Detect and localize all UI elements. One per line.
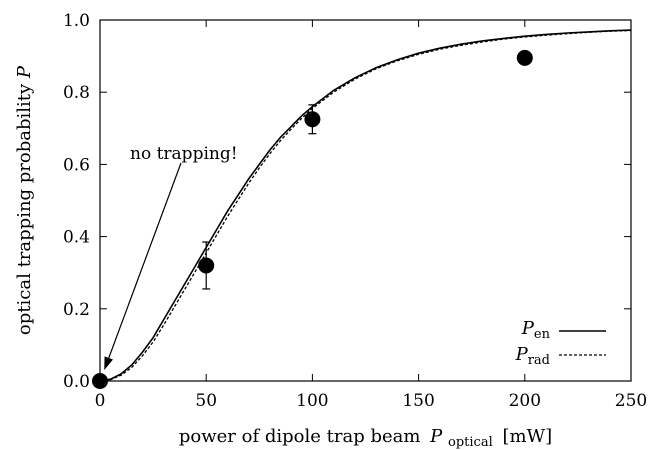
y-tick-label-3: 0.6 xyxy=(63,155,90,175)
legend: Pen Prad xyxy=(515,318,606,368)
ticks-layer: 0 50 100 150 200 250 0.0 0.2 0.4 0.6 0.8 1.0 xyxy=(63,11,647,411)
x-tick-label-4: 200 xyxy=(509,391,541,411)
y-tick-label-2: 0.4 xyxy=(63,228,90,248)
x-tick-label-2: 100 xyxy=(296,391,328,411)
annotation-text: no trapping! xyxy=(130,144,238,164)
x-axis-label: power of dipole trap beam P optical [mW] xyxy=(179,426,552,450)
annotation-arrow xyxy=(108,162,182,359)
x-tick-label-0: 0 xyxy=(95,391,106,411)
y-tick-label-4: 0.8 xyxy=(63,83,90,103)
series-line-rad xyxy=(99,29,632,382)
legend-entry-en: Pen xyxy=(521,318,551,342)
data-point-2 xyxy=(304,111,321,128)
x-tick-label-3: 150 xyxy=(402,391,434,411)
y-tick-label-0: 0.0 xyxy=(63,372,90,392)
curves-layer xyxy=(99,29,632,382)
legend-entry-rad: Prad xyxy=(515,344,550,368)
annotation-no-trapping: no trapping! xyxy=(104,144,238,371)
y-axis-label: optical trapping probability P xyxy=(14,65,35,335)
y-tick-label-1: 0.2 xyxy=(63,300,90,320)
plot-frame xyxy=(99,19,632,382)
y-tick-label-5: 1.0 xyxy=(63,11,90,31)
x-tick-label-5: 250 xyxy=(615,391,647,411)
annotation-arrowhead xyxy=(104,356,113,371)
markers-layer xyxy=(92,49,533,389)
series-line-en xyxy=(99,29,632,382)
data-point-3 xyxy=(516,49,533,66)
data-point-1 xyxy=(198,257,215,274)
x-tick-label-1: 50 xyxy=(195,391,217,411)
